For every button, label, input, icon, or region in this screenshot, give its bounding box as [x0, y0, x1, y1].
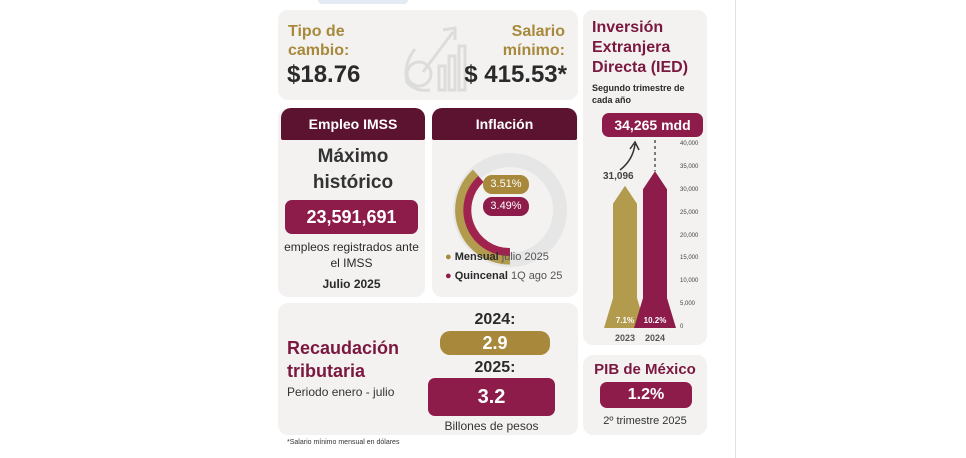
ied-ytick-label: 5,000 [680, 301, 696, 308]
legend-biweekly-label: Quincenal [454, 270, 508, 282]
ied-chart [604, 140, 676, 328]
revenue-2024-value: 2.9 [440, 331, 550, 355]
monthly-arc [455, 169, 511, 265]
exchange-label: Tipo de cambio: [288, 23, 350, 59]
legend-biweekly: ● Quincenal 1Q ago 25 [445, 270, 562, 282]
ied-ytick-label: 35,000 [680, 163, 699, 170]
divider-line [735, 0, 736, 458]
ied-ytick-label: 15,000 [680, 255, 699, 262]
revenue-2025-value: 3.2 [428, 378, 555, 416]
biweekly-arc [463, 176, 511, 257]
exchange-value: $18.76 [287, 61, 361, 88]
employment-headline: Máximo histórico [312, 146, 394, 193]
exchange-wage-card [278, 10, 578, 100]
legend-monthly-label: Mensual [454, 251, 499, 263]
employment-desc: empleos registrados ante el IMSS [284, 240, 419, 270]
inflation-donut [453, 153, 567, 267]
ied-ytick-label: 40,000 [680, 141, 699, 147]
inflation-biweekly-badge: 3.49% [483, 197, 529, 216]
ied-ytick-label: 10,000 [680, 278, 699, 285]
ied-year-2024: 2024 [644, 333, 666, 343]
legend-monthly-period: julio 2025 [498, 251, 549, 263]
ied-ytick-label: 25,000 [680, 209, 699, 216]
employment-header: Empleo IMSS [281, 108, 425, 140]
ied-subtitle: Segundo trimestre de cada año [592, 83, 685, 105]
gdp-period: 2º trimestre 2025 [603, 415, 687, 427]
gdp-title: PIB de México [594, 361, 696, 378]
revenue-2025-label: 2025: [474, 359, 516, 376]
ied-2024-badge: 34,265 mdd [602, 113, 703, 137]
ied-2023-value: 31,096 [603, 171, 634, 182]
ied-title: Inversión Extranjera Directa (IED) [592, 19, 689, 76]
ied-ytick-label: 30,000 [680, 186, 699, 193]
min-wage-value: $ 415.53* [464, 61, 567, 88]
money-growth-icon [404, 26, 467, 92]
revenue-2024-label: 2024: [474, 311, 516, 328]
inflation-header: Inflación [432, 108, 577, 140]
employment-value-badge: 23,591,691 [285, 200, 418, 234]
growth-arrow-icon [619, 140, 640, 171]
legend-monthly: ● Mensual julio 2025 [445, 251, 549, 263]
legend-biweekly-period: 1Q ago 25 [507, 270, 563, 282]
ied-2023-growth: 7.1% [615, 316, 635, 325]
revenue-unit: Billones de pesos [444, 419, 539, 433]
top-tab-remnant [318, 0, 408, 4]
ied-ytick-label: 0 [680, 324, 684, 330]
inflation-monthly-badge: 3.51% [483, 175, 529, 194]
ied-ytick-label: 20,000 [680, 232, 699, 239]
legend-dot-maroon: ● [445, 270, 452, 282]
ied-2024-growth: 10.2% [643, 316, 667, 325]
footnote: *Salario mínimo mensual en dólares [287, 439, 400, 446]
ied-year-2023: 2023 [614, 333, 636, 343]
min-wage-label: Salario mínimo: [502, 23, 565, 59]
legend-dot-gold: ● [445, 251, 452, 263]
revenue-title: Recaudación tributaria [287, 338, 400, 381]
gdp-value-badge: 1.2% [600, 382, 692, 408]
revenue-period: Periodo enero - julio [287, 385, 395, 399]
employment-date: Julio 2025 [322, 277, 381, 291]
ied-bar-2023 [604, 185, 646, 328]
ied-bar-2024 [634, 171, 676, 328]
